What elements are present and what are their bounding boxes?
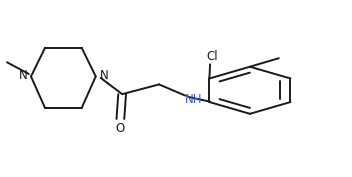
Text: N: N (19, 69, 27, 82)
Text: NH: NH (185, 93, 202, 106)
Text: N: N (100, 69, 108, 82)
Text: O: O (116, 122, 125, 135)
Text: Cl: Cl (206, 50, 218, 63)
